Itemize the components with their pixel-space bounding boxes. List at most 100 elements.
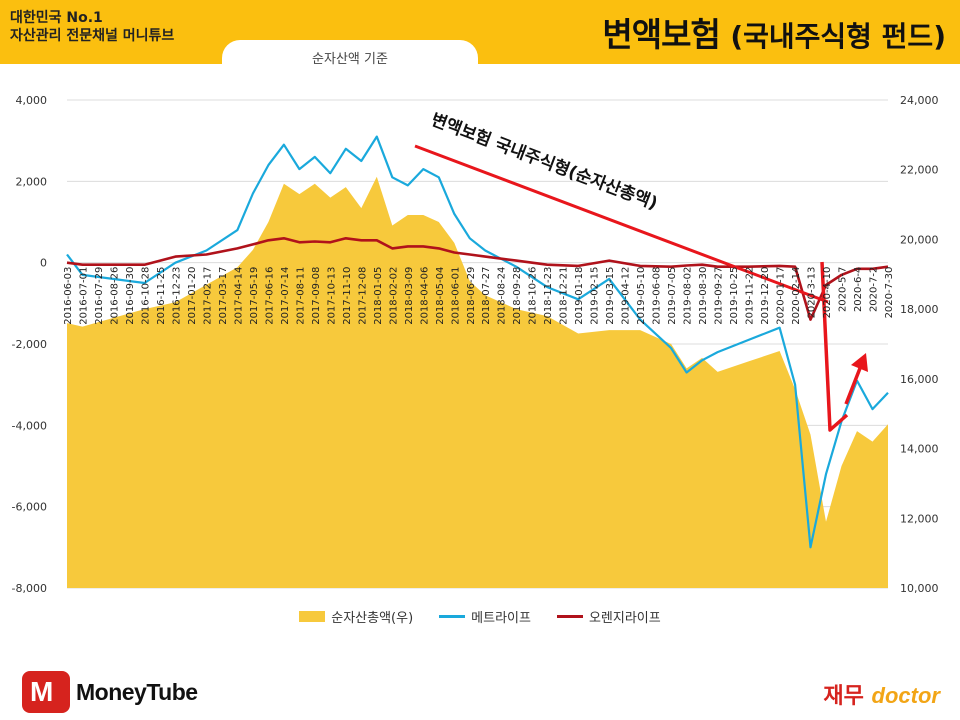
y-left-tick-label: 2,000 [16,175,48,188]
legend-swatch-area [299,611,326,622]
legend-swatch-metlife [439,615,466,618]
x-tick-label: 2019-02-15 [590,267,601,325]
x-tick-label: 2016-06-03 [63,267,74,325]
x-tick-label: 2019-10-25 [729,267,740,325]
y-right-tick-label: 18,000 [900,303,939,316]
x-tick-label: 2016-07-01 [79,267,90,325]
legend-label-orange: 오렌지라이프 [588,611,661,626]
header-bar: 대한민국 No.1 자산관리 전문채널 머니튜브 순자산액 기준 변액보험 (국… [0,0,960,74]
x-tick-label: 2017-05-19 [249,267,260,325]
x-tick-label: 2019-08-02 [683,267,694,325]
chart: 변액보험 국내주식형(순자산총액) 4,000 2,000 0 -2,000 -4,00… [12,94,939,595]
x-tick-label: 2019-07-05 [667,267,678,325]
x-tick-label: 2020-6-4 [853,267,864,312]
brand-tagline: 대한민국 No.1 [10,10,103,26]
axis-layer: 4,000 2,000 0 -2,000 -4,000 -6,000 -8,000 24,00… [12,94,939,595]
brand-channel: 자산관리 전문채널 머니튜브 [10,28,175,44]
moneytube-logo: M MoneyTube [22,671,198,713]
basis-tab-label: 순자산액 기준 [312,52,388,67]
trend-arrow-down-line [414,144,829,304]
y-right-tick-label: 12,000 [900,512,939,525]
legend-item-area: 순자산총액(우) [299,607,413,626]
crash-arrow-line [820,261,849,432]
x-tick-label: 2017-03-17 [218,267,229,325]
trend-annotation-label: 변액보험 국내주식형(순자산총액) [428,109,660,214]
x-tick-label: 2019-01-18 [574,267,585,325]
x-tick-label: 2017-07-14 [280,267,291,325]
y-right-tick-label: 16,000 [900,373,939,386]
x-tick-label: 2016-12-23 [171,267,182,325]
x-tick-label: 2017-10-13 [326,267,337,325]
x-tick-label: 2020-7-2 [869,267,880,312]
x-tick-label: 2020-02-14 [791,267,802,325]
x-tick-label: 2020-4-10 [822,267,833,319]
legend-item-orange: 오렌지라이프 [556,607,661,626]
jaemudoctor-logo: 재무 doctor [823,683,940,709]
moneytube-logo-wordmark: MoneyTube [76,678,198,705]
x-tick-label: 2018-06-29 [466,267,477,325]
x-tick-label: 2017-04-14 [233,267,244,325]
y-left-tick-label: 4,000 [16,94,48,107]
x-tick-label: 2018-11-23 [543,267,554,325]
legend-label-metlife: 메트라이프 [471,611,531,626]
x-tick-label: 2018-09-28 [512,267,523,325]
x-tick-label: 2019-08-30 [698,267,709,325]
x-tick-label: 2020-3-13 [807,267,818,319]
x-tick-label: 2019-09-27 [714,267,725,325]
y-right-tick-label: 24,000 [900,94,939,107]
x-tick-label: 2019-11-22 [745,267,756,325]
legend-swatch-orange [556,615,583,618]
x-tick-label: 2018-08-24 [497,267,508,325]
x-tick-label: 2019-05-10 [636,267,647,325]
x-tick-label: 2020-5-7 [838,267,849,312]
x-tick-label: 2018-12-21 [559,267,570,325]
page-title-sub: (국내주식형 펀드) [730,20,946,53]
x-tick-label: 2019-06-08 [652,267,663,325]
y-right-tick-label: 20,000 [900,233,939,246]
x-tick-label: 2016-07-29 [94,267,105,325]
line-layer [66,135,889,549]
x-tick-label: 2018-03-09 [404,267,415,325]
page-title: 변액보험 (국내주식형 펀드) [602,8,946,56]
x-tick-label: 2016-10-28 [141,267,152,325]
x-tick-label: 2016-11-25 [156,267,167,325]
x-tick-label: 2017-09-08 [311,267,322,325]
x-tick-label: 2017-12-08 [357,267,368,325]
y-right-tick-label: 14,000 [900,443,939,456]
x-tick-label: 2019-04-12 [621,267,632,325]
net-assets-area [67,176,888,588]
y-left-tick-label: -8,000 [12,582,47,595]
x-tick-label: 2018-05-04 [435,267,446,325]
x-tick-label: 2017-02-17 [202,267,213,325]
x-tick-label: 2018-07-27 [481,267,492,325]
y-left-tick-label: -4,000 [12,419,47,432]
x-tick-label: 2020-01-17 [776,267,787,325]
y-right-tick-label: 22,000 [900,164,939,177]
x-tick-label: 2019-03-15 [605,267,616,325]
y-right-tick-label: 10,000 [900,582,939,595]
x-tick-label: 2017-08-11 [295,267,306,325]
y-left-tick-label: -2,000 [12,338,47,351]
legend-label-area: 순자산총액(우) [331,611,414,626]
x-tick-label: 2017-11-10 [342,267,353,325]
x-tick-label: 2018-10-26 [528,267,539,325]
x-tick-label: 2017-06-16 [264,267,275,325]
basis-tab: 순자산액 기준 [222,40,478,74]
x-tick-label: 2019-12-20 [760,267,771,325]
chart-legend: 순자산총액(우) 메트라이프 오렌지라이프 [0,607,960,626]
metlife-line [66,135,889,549]
area-layer [67,176,888,588]
y-left-tick-label: -6,000 [12,501,47,514]
moneytube-logo-mark: M [22,671,70,713]
x-tick-label: 2020-7-30 [884,267,895,319]
legend-item-metlife: 메트라이프 [439,607,531,626]
x-tick-label: 2018-04-06 [419,267,430,325]
x-tick-label: 2016-09-30 [125,267,136,325]
rebound-arrow-head [851,353,868,372]
orange-life-line [66,237,889,321]
x-tick-label: 2018-01-05 [373,267,384,325]
x-tick-label: 2018-06-01 [450,267,461,325]
x-tick-label: 2018-02-02 [388,267,399,325]
x-tick-label: 2017-01-20 [187,267,198,325]
page-title-main: 변액보험 [602,15,720,54]
